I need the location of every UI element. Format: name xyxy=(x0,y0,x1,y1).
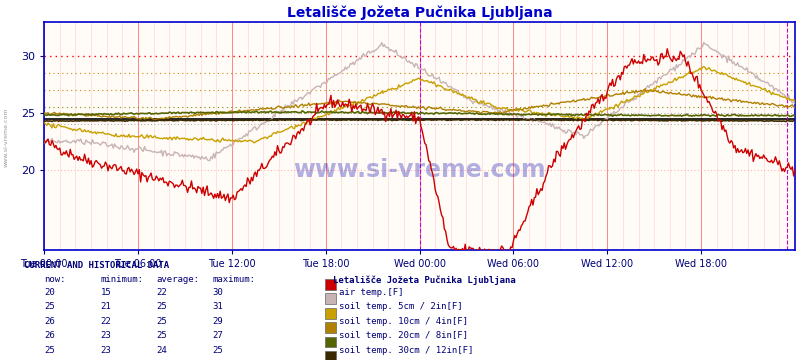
Text: now:: now: xyxy=(44,275,66,284)
Text: soil temp. 20cm / 8in[F]: soil temp. 20cm / 8in[F] xyxy=(338,331,468,340)
Text: 26: 26 xyxy=(44,317,55,326)
Text: 25: 25 xyxy=(44,346,55,355)
Text: average:: average: xyxy=(156,275,200,284)
Text: soil temp. 5cm / 2in[F]: soil temp. 5cm / 2in[F] xyxy=(338,302,462,311)
Text: 30: 30 xyxy=(213,288,223,297)
Text: 23: 23 xyxy=(100,331,111,340)
Title: Letališče Jožeta Pučnika Ljubljana: Letališče Jožeta Pučnika Ljubljana xyxy=(286,6,552,21)
Text: 29: 29 xyxy=(213,317,223,326)
Text: air temp.[F]: air temp.[F] xyxy=(338,288,403,297)
Text: 23: 23 xyxy=(100,346,111,355)
Text: 25: 25 xyxy=(44,302,55,311)
Text: minimum:: minimum: xyxy=(100,275,144,284)
Text: 22: 22 xyxy=(156,288,167,297)
Text: 22: 22 xyxy=(100,317,111,326)
Text: CURRENT AND HISTORICAL DATA: CURRENT AND HISTORICAL DATA xyxy=(24,261,169,270)
Text: 25: 25 xyxy=(213,346,223,355)
Text: www.si-vreme.com: www.si-vreme.com xyxy=(293,158,545,182)
Text: 25: 25 xyxy=(156,302,167,311)
Text: 20: 20 xyxy=(44,288,55,297)
Text: 31: 31 xyxy=(213,302,223,311)
Text: soil temp. 10cm / 4in[F]: soil temp. 10cm / 4in[F] xyxy=(338,317,468,326)
Text: 25: 25 xyxy=(156,317,167,326)
Text: 24: 24 xyxy=(156,346,167,355)
Text: 25: 25 xyxy=(156,331,167,340)
Text: 27: 27 xyxy=(213,331,223,340)
Text: www.si-vreme.com: www.si-vreme.com xyxy=(4,107,9,167)
Text: 26: 26 xyxy=(44,331,55,340)
Text: 21: 21 xyxy=(100,302,111,311)
Text: Letališče Jožeta Pučnika Ljubljana: Letališče Jožeta Pučnika Ljubljana xyxy=(333,275,516,285)
Text: maximum:: maximum: xyxy=(213,275,256,284)
Text: 15: 15 xyxy=(100,288,111,297)
Text: soil temp. 30cm / 12in[F]: soil temp. 30cm / 12in[F] xyxy=(338,346,472,355)
